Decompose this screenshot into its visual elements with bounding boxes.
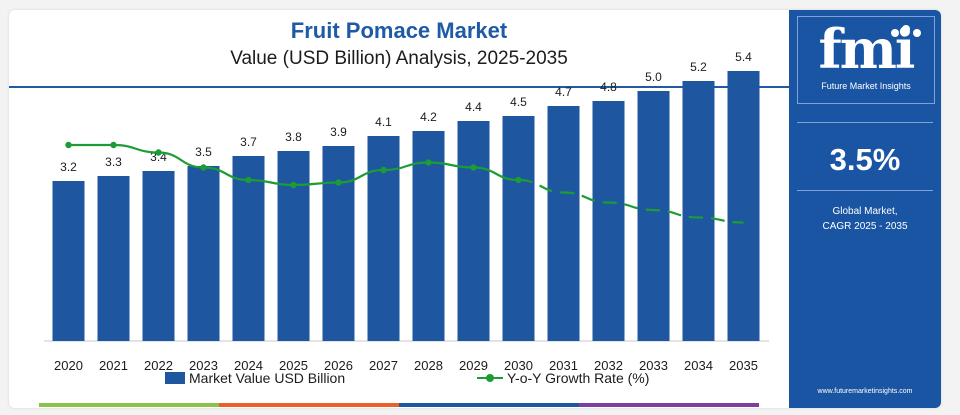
bar-2035 (727, 71, 760, 341)
x-tick-2028: 2028 (414, 358, 443, 373)
bar-2021 (97, 176, 130, 341)
chart-card: Fruit Pomace Market Value (USD Billion) … (9, 10, 941, 408)
bar-2031 (547, 106, 580, 341)
x-tick-2026: 2026 (324, 358, 353, 373)
chart-subtitle: Value (USD Billion) Analysis, 2025-2035 (230, 48, 568, 69)
bar-label-2033: 5.0 (645, 70, 662, 84)
bar-2032 (592, 101, 625, 341)
growth-point-2028 (425, 159, 432, 166)
bar-label-2029: 4.4 (465, 100, 482, 114)
sidebar-divider-bottom (797, 190, 933, 191)
bar-2029 (457, 121, 490, 341)
bar-label-2027: 4.1 (375, 115, 392, 129)
legend-item-line: Y-o-Y Growth Rate (%) (477, 370, 649, 386)
bar-label-2030: 4.5 (510, 95, 527, 109)
x-tick-2027: 2027 (369, 358, 398, 373)
sidebar-panel: fmi Future Market Insights 3.5% Global M… (789, 10, 941, 408)
x-tick-2032: 2032 (594, 358, 623, 373)
x-tick-2033: 2033 (639, 358, 668, 373)
growth-point-2025 (290, 181, 297, 189)
x-tick-2029: 2029 (459, 358, 488, 373)
cagr-label: Global Market, CAGR 2025 - 2035 (789, 204, 941, 234)
bar-line-chart: 3.220203.320213.420223.520233.720243.820… (44, 50, 769, 373)
bar-label-2035: 5.4 (735, 50, 752, 64)
legend-line-swatch (477, 372, 503, 384)
x-tick-2022: 2022 (144, 358, 173, 373)
bar-2030 (502, 116, 535, 341)
growth-point-2026 (335, 179, 342, 186)
growth-point-2030 (515, 176, 522, 184)
x-tick-2023: 2023 (189, 358, 218, 373)
bar-label-2032: 4.8 (600, 80, 617, 94)
chart-legend: Market Value USD Billion Y-o-Y Growth Ra… (9, 370, 789, 394)
cagr-value: 3.5% (829, 142, 901, 177)
bar-2020 (52, 181, 85, 341)
legend-item-bars: Market Value USD Billion (165, 370, 345, 386)
growth-point-2027 (380, 166, 387, 174)
bar-2034 (682, 81, 715, 341)
bar-label-2025: 3.8 (285, 130, 302, 144)
cagr-label-line2: CAGR 2025 - 2035 (822, 221, 908, 232)
bar-2025 (277, 151, 310, 341)
growth-point-2020 (65, 141, 72, 149)
bar-label-2020: 3.2 (60, 160, 77, 174)
bar-2022 (142, 171, 175, 341)
logo-wordmark: fmi (818, 17, 916, 81)
logo-dots-icon (891, 25, 921, 37)
growth-point-2024 (245, 176, 252, 184)
site-url[interactable]: www.futuremarketinsights.com (817, 388, 913, 395)
strip-segment (579, 403, 759, 407)
bar-2024 (232, 156, 265, 341)
bar-label-2023: 3.5 (195, 145, 212, 159)
growth-point-2021 (110, 141, 117, 149)
strip-segment (399, 403, 579, 407)
growth-point-2023 (200, 164, 207, 171)
sidebar-divider-top (797, 122, 933, 123)
bar-2027 (367, 136, 400, 341)
strip-segment (39, 403, 219, 407)
x-tick-2024: 2024 (234, 358, 263, 373)
logo-brand-name: Future Market Insights (821, 81, 911, 91)
x-tick-2020: 2020 (54, 358, 83, 373)
cagr-label-line1: Global Market, (832, 206, 898, 217)
bar-label-2021: 3.3 (105, 155, 122, 169)
growth-line-forecast (518, 178, 744, 224)
bar-label-2031: 4.7 (555, 85, 572, 99)
fmi-logo: fmi Future Market Insights (797, 16, 935, 104)
x-tick-2021: 2021 (99, 358, 128, 373)
bar-2026 (322, 146, 355, 341)
strip-segment (219, 403, 399, 407)
title-divider (9, 86, 789, 88)
x-tick-2031: 2031 (549, 358, 578, 373)
x-tick-2025: 2025 (279, 358, 308, 373)
legend-bar-swatch (165, 372, 185, 384)
bar-2033 (637, 91, 670, 341)
bottom-color-strip (39, 403, 759, 407)
x-tick-2035: 2035 (729, 358, 758, 373)
chart-title: Fruit Pomace Market (290, 18, 508, 43)
legend-bars-label: Market Value USD Billion (189, 370, 346, 386)
bar-label-2028: 4.2 (420, 110, 437, 124)
chart-area: Fruit Pomace Market Value (USD Billion) … (9, 10, 789, 408)
growth-point-2029 (470, 164, 477, 171)
bar-2028 (412, 131, 445, 341)
bar-2023 (187, 166, 220, 341)
x-tick-2030: 2030 (504, 358, 533, 373)
x-tick-2034: 2034 (684, 358, 713, 373)
bar-label-2026: 3.9 (330, 125, 347, 139)
bar-label-2034: 5.2 (690, 60, 707, 74)
legend-line-label: Y-o-Y Growth Rate (%) (507, 370, 650, 386)
growth-point-2022 (155, 149, 162, 156)
bar-label-2024: 3.7 (240, 135, 257, 149)
